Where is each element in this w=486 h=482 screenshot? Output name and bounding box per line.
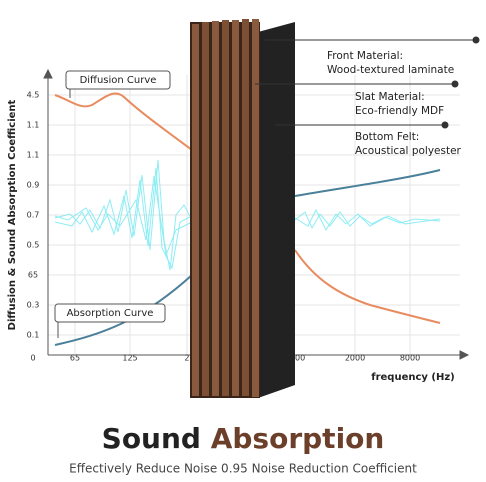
y-tick-label: 0.5 — [27, 241, 40, 250]
diffusion-callout: Diffusion Curve — [65, 70, 171, 98]
title-part: Absorption — [211, 422, 385, 455]
x-tick-label: 125 — [122, 354, 137, 363]
x-axis-label: frequency (Hz) — [371, 372, 455, 383]
material-title: Front Material: — [327, 50, 403, 62]
x-tick-label: 8000 — [400, 354, 420, 363]
callout-label: Diffusion Curve — [80, 75, 157, 86]
x-tick-label: 65 — [70, 354, 80, 363]
absorption-curve — [294, 169, 441, 197]
y-tick-label: 0.1 — [27, 331, 40, 340]
y-tick-label: 0.9 — [27, 181, 40, 190]
callout-label: Absorption Curve — [67, 308, 154, 319]
diffusion-curve — [54, 92, 193, 151]
subtitle: Effectively Reduce Noise 0.95 Noise Redu… — [69, 462, 417, 476]
y-tick-label: 65 — [28, 271, 38, 280]
y-tick-label: 1.1 — [27, 121, 40, 130]
material-text: Eco-friendly MDF — [355, 105, 444, 117]
material-text: Acoustical polyester — [355, 145, 462, 157]
material-text: Wood-textured laminate — [327, 64, 454, 76]
absorption-curve — [54, 274, 193, 346]
y-tick-label: 4.5 — [27, 91, 40, 100]
y-axis-label: Diffusion & Sound Absorption Coefficient — [7, 99, 18, 330]
wood-panel — [190, 19, 260, 398]
felt-panel — [258, 22, 295, 398]
diffusion-curve — [294, 249, 441, 324]
material-title: Bottom Felt: — [355, 131, 419, 143]
y-tick-label: 1.1 — [27, 151, 40, 160]
y-tick-label: 0.7 — [27, 211, 40, 220]
title: Sound Absorption — [102, 422, 385, 455]
diffusion-wave — [54, 159, 441, 271]
y-tick-labels: 4.5 1.1 1.1 0.9 0.7 0.5 65 0.3 0.1 0 — [27, 91, 40, 363]
material-leaders — [255, 36, 480, 129]
absorption-callout: Absorption Curve — [54, 303, 166, 338]
y-tick-label: 0.3 — [27, 301, 40, 310]
x-tick-label: 2000 — [345, 354, 365, 363]
materials: Front Material: Wood-textured laminate S… — [327, 50, 462, 157]
material-title: Slat Material: — [355, 91, 425, 103]
title-part: Sound — [102, 422, 201, 455]
y-tick-label: 0 — [30, 354, 35, 363]
